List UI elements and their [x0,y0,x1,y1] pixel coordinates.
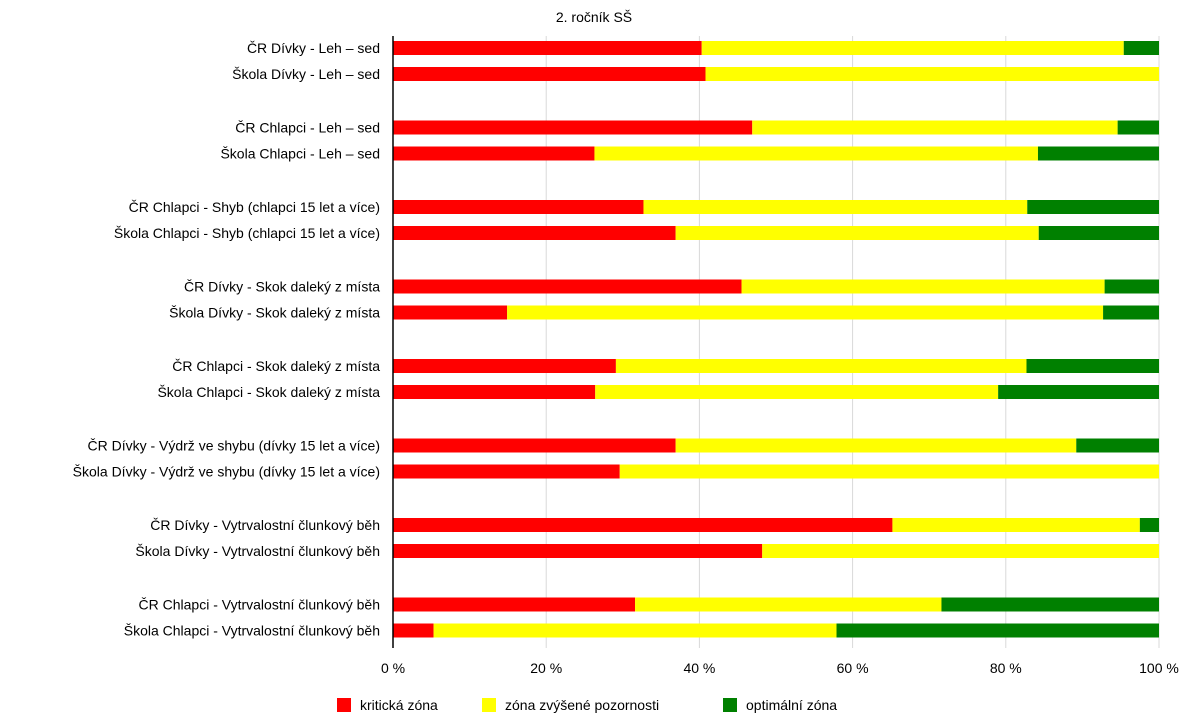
bar-segment-series-3 [836,623,1159,638]
bar-segment-series-2 [675,438,1077,453]
bar-segment-series-1 [393,146,595,161]
bar-segment-series-2 [615,359,1027,373]
legend-label: zóna zvýšené pozornosti [505,697,659,713]
bar-segment-series-2 [752,120,1118,135]
legend-swatch [723,698,737,712]
legend-label: optimální zóna [746,697,837,713]
bar-segment-series-3 [1027,200,1159,214]
x-tick-labels: 0 % 20 % 40 % 60 % 80 % 100 % [381,660,1179,676]
category-label: ČR Dívky - Vytrvalostní člunkový běh [150,517,380,533]
category-label: Škola Chlapci - Vytrvalostní člunkový bě… [124,623,380,639]
bar-segment-series-2 [433,623,837,638]
x-tick-label: 20 % [530,660,562,676]
bar-segment-series-1 [393,518,893,532]
bar-segment-series-2 [595,385,999,399]
bar-segment-series-3 [998,385,1159,399]
x-tick-label: 60 % [837,660,869,676]
x-tick-label: 0 % [381,660,405,676]
category-label: Škola Chlapci - Shyb (chlapci 15 let a v… [114,225,380,241]
category-labels: ČR Dívky - Leh – sed Škola Dívky - Leh – … [73,40,381,639]
bar-segment-series-3 [1076,438,1159,453]
bar-segment-series-2 [741,279,1105,294]
bar-segment-series-2 [643,200,1028,214]
bar-segment-series-1 [393,359,616,373]
bar-segment-series-1 [393,305,508,320]
bar-segment-series-1 [393,120,753,135]
bar-segment-series-1 [393,41,702,55]
bar-segment-series-2 [705,67,1159,81]
bar-segment-series-3 [1123,41,1159,55]
category-label: ČR Chlapci - Shyb (chlapci 15 let a více… [129,199,380,215]
bar-segment-series-1 [393,200,644,214]
bar-segment-series-3 [1026,359,1159,373]
bar-segment-series-1 [393,438,676,453]
bar-segment-series-2 [762,544,1159,558]
bars-layer [393,41,1159,638]
category-label: ČR Dívky - Skok daleký z místa [184,279,380,295]
bar-segment-series-1 [393,623,434,638]
legend-swatch [482,698,496,712]
category-label: Škola Chlapci - Leh – sed [220,146,380,162]
bar-segment-series-1 [393,385,596,399]
bar-segment-series-2 [701,41,1124,55]
category-label: Škola Dívky - Skok daleký z místa [169,305,380,321]
x-tick-label: 40 % [683,660,715,676]
category-label: Škola Dívky - Výdrž ve shybu (dívky 15 l… [73,464,380,480]
bar-segment-series-3 [1139,518,1159,532]
bar-segment-series-3 [1104,279,1159,294]
legend-swatch [337,698,351,712]
bar-segment-series-2 [892,518,1140,532]
bar-segment-series-1 [393,464,620,479]
bar-segment-series-1 [393,67,706,81]
bar-segment-series-1 [393,279,742,294]
bar-segment-series-2 [594,146,1038,161]
bar-segment-series-2 [619,464,1159,479]
bar-segment-series-3 [1117,120,1159,135]
category-label: ČR Dívky - Výdrž ve shybu (dívky 15 let … [87,438,380,454]
bar-segment-series-1 [393,226,676,240]
bar-segment-series-3 [1037,146,1159,161]
bar-segment-series-2 [507,305,1104,320]
legend-label: kritická zóna [360,697,438,713]
bar-segment-series-2 [675,226,1039,240]
legend: kritická zóna zóna zvýšené pozornosti opti… [337,697,837,713]
bar-segment-series-1 [393,597,636,612]
bar-segment-series-3 [1038,226,1159,240]
category-label: Škola Dívky - Vytrvalostní člunkový běh [135,543,380,559]
category-label: Škola Chlapci - Skok daleký z místa [157,384,380,400]
x-tick-label: 100 % [1139,660,1179,676]
x-tick-label: 80 % [990,660,1022,676]
bar-segment-series-3 [941,597,1159,612]
bar-segment-series-3 [1103,305,1159,320]
category-label: ČR Chlapci - Vytrvalostní člunkový běh [139,597,380,613]
category-label: ČR Dívky - Leh – sed [247,40,380,56]
chart-title: 2. ročník SŠ [556,9,632,25]
category-label: ČR Chlapci - Skok daleký z místa [172,358,380,374]
bar-segment-series-1 [393,544,763,558]
bar-segment-series-2 [635,597,942,612]
category-label: ČR Chlapci - Leh – sed [235,120,380,136]
category-label: Škola Dívky - Leh – sed [232,66,380,82]
